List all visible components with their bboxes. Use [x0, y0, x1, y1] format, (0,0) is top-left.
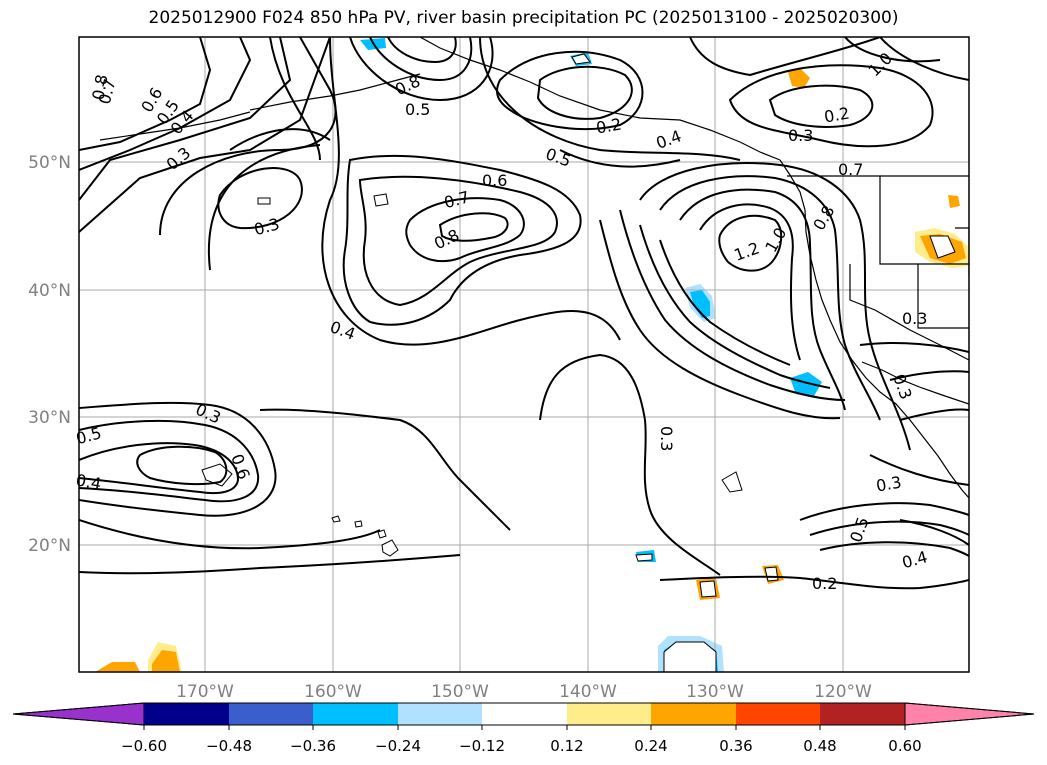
colorbar-tick-label: 0.12: [550, 737, 583, 755]
lon-label: 160°W: [304, 682, 362, 702]
island: [721, 471, 743, 493]
colorbar-bin: [229, 703, 313, 725]
contour-label: 0.2: [812, 574, 837, 593]
colorbar-extend-high: [904, 702, 1035, 726]
contour-label-group: 0.7 0.6 0.5 0.4 0.3 0.8 0.3 0.4 0.7 0.8 …: [74, 49, 930, 593]
map-frame: [78, 36, 970, 673]
island: [257, 197, 271, 205]
contour-label: 0.4: [74, 470, 102, 493]
contour-label: 0.3: [902, 309, 927, 328]
colorbar-tick-label: −0.48: [206, 737, 252, 755]
colorbar-bin: [398, 703, 482, 725]
contour-label: 0.8: [392, 71, 423, 99]
colorbar-bin: [144, 703, 229, 725]
contour-label: 0.2: [595, 114, 623, 137]
contour-label: 0.8: [88, 73, 111, 101]
contour-label: 0.3: [788, 126, 813, 145]
contour-label: 0.4: [654, 126, 684, 153]
latitude-labels: 50°N 40°N 30°N 20°N: [28, 153, 71, 556]
island: [571, 53, 591, 65]
lat-label: 20°N: [28, 536, 71, 556]
colorbar-bin: [482, 703, 567, 725]
precip-positive-area: [948, 195, 960, 208]
lon-label: 130°W: [686, 682, 744, 702]
hawaii-big-island: [381, 539, 399, 557]
contour-label: 1.0: [761, 224, 790, 256]
island: [663, 641, 717, 673]
precip-negative-area: [790, 372, 822, 396]
lon-label: 120°W: [814, 682, 872, 702]
contour-label: 0.4: [328, 317, 358, 344]
longitude-labels: 170°W 160°W 150°W 140°W 130°W 120°W: [176, 682, 872, 702]
colorbar-bin: [820, 703, 905, 725]
graticule: [79, 37, 969, 672]
contour-label: 0.3: [875, 472, 903, 495]
island: [635, 553, 653, 562]
contour-label: 0.7: [838, 160, 863, 179]
colorbar-bin: [736, 703, 820, 725]
map-title: 2025012900 F024 850 hPa PV, river basin …: [148, 8, 899, 28]
lat-label: 30°N: [28, 408, 71, 428]
contour-label: 0.7: [442, 187, 472, 212]
colorbar-ticks: [143, 725, 906, 730]
contour-label: 1.2: [732, 238, 762, 265]
contour-label: 0.6: [482, 171, 507, 190]
hawaii-maui: [377, 529, 387, 539]
contour-label: 0.5: [543, 144, 573, 171]
colorbar-bin: [567, 703, 651, 725]
colorbar-tick-label: −0.12: [459, 737, 505, 755]
colorbar-extend-low: [12, 702, 145, 726]
island: [373, 193, 389, 207]
contour-label: 0.5: [405, 100, 430, 119]
precip-positive-area: [152, 650, 180, 672]
lon-label: 170°W: [176, 682, 234, 702]
islands: [201, 53, 956, 673]
precip-negative-area: [690, 290, 710, 318]
contour-label: 0.6: [227, 452, 254, 482]
precip-positive-area: [95, 662, 140, 672]
colorbar-tick-label: −0.36: [290, 737, 336, 755]
colorbar: −0.60 −0.48 −0.36 −0.24 −0.12 0.12 0.24 …: [12, 702, 1035, 755]
precip-positive-area: [788, 68, 810, 88]
lon-label: 150°W: [431, 682, 489, 702]
island: [929, 235, 956, 259]
colorbar-tick-label: −0.24: [375, 737, 421, 755]
colorbar-tick-label: −0.60: [121, 737, 167, 755]
hawaii-oahu: [354, 520, 363, 528]
contour-label: 0.2: [823, 103, 851, 126]
island: [201, 463, 233, 487]
island: [699, 580, 717, 598]
colorbar-bin: [313, 703, 398, 725]
contour-label: 0.8: [431, 225, 462, 253]
colorbar-tick-label: 0.36: [719, 737, 752, 755]
colorbar-tick-label: 0.48: [803, 737, 836, 755]
contour-label: 0.4: [900, 547, 930, 572]
contour-label: 0.3: [657, 426, 676, 451]
hawaii-kauai: [331, 515, 341, 523]
contour-label: 0.5: [846, 514, 873, 544]
lat-label: 40°N: [28, 281, 71, 301]
pv-contours: [79, 37, 969, 590]
contour-label: 0.3: [252, 214, 282, 239]
lon-label: 140°W: [559, 682, 617, 702]
colorbar-tick-label: 0.24: [634, 737, 667, 755]
colorbar-bin: [651, 703, 736, 725]
colorbar-tick-labels: −0.60 −0.48 −0.36 −0.24 −0.12 0.12 0.24 …: [121, 737, 922, 755]
lat-label: 50°N: [28, 153, 71, 173]
colorbar-tick-label: 0.60: [888, 737, 921, 755]
